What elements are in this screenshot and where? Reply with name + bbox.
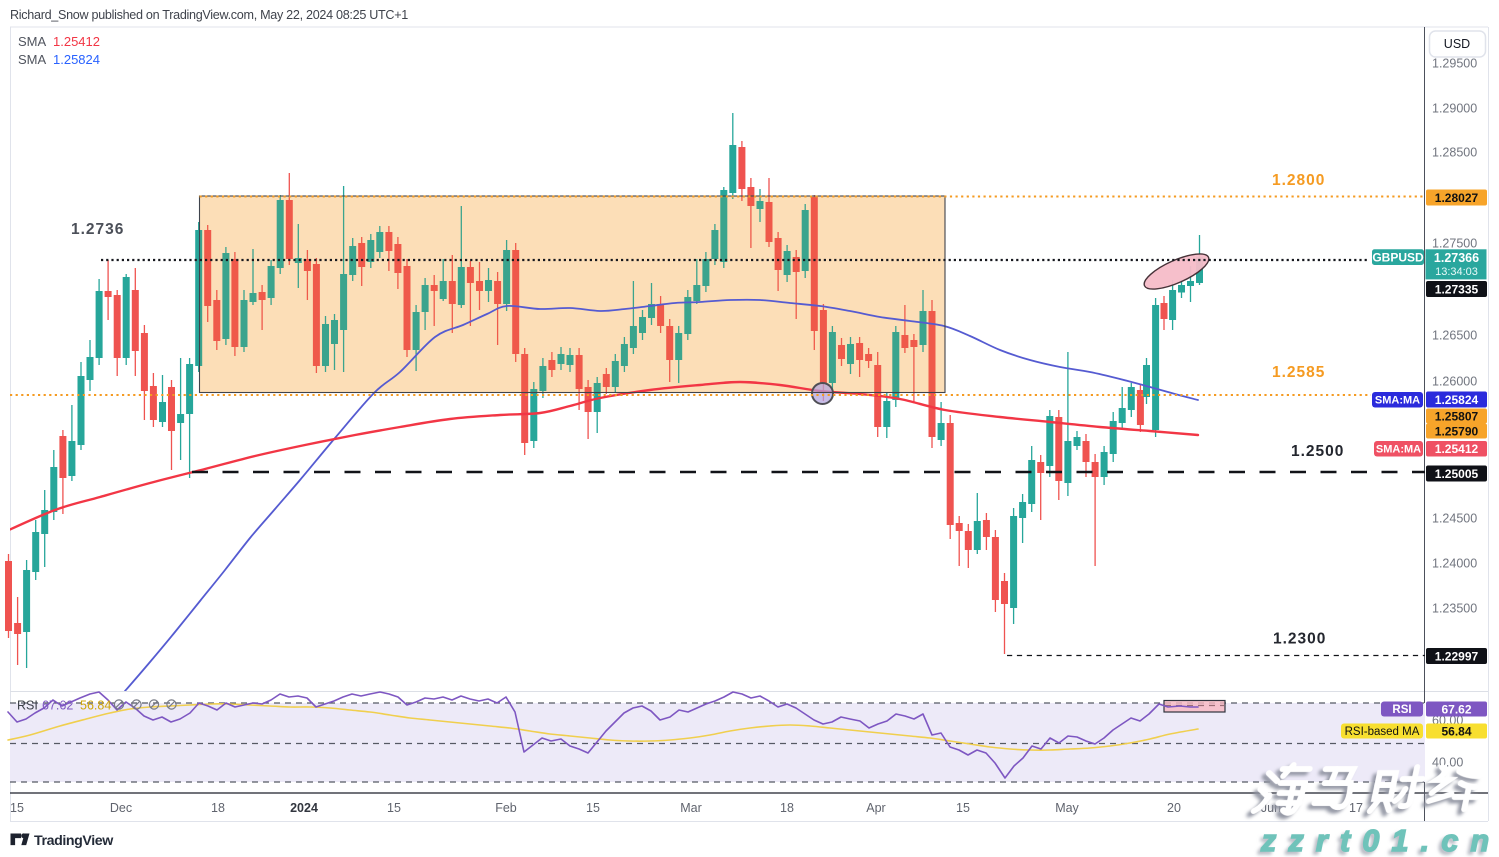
svg-text:1.2736: 1.2736 [71,221,124,238]
svg-text:SMA: SMA [18,34,47,49]
svg-text:1.28500: 1.28500 [1432,146,1477,160]
svg-text:SMA: SMA [18,52,47,67]
svg-text:1.25790: 1.25790 [1435,424,1479,438]
svg-text:RSI: RSI [1392,704,1411,716]
svg-text:18: 18 [211,801,225,815]
svg-text:1.25412: 1.25412 [53,34,100,49]
svg-text:1.2585: 1.2585 [1272,364,1325,381]
svg-text:15: 15 [586,801,600,815]
svg-text:15: 15 [956,801,970,815]
svg-text:67.62: 67.62 [42,699,73,713]
svg-text:1.27500: 1.27500 [1432,237,1477,251]
svg-text:1.25807: 1.25807 [1435,409,1479,423]
svg-text:1.25824: 1.25824 [53,52,100,67]
svg-text:1.29000: 1.29000 [1432,102,1477,116]
svg-text:1.2300: 1.2300 [1273,631,1326,648]
svg-text:1.26000: 1.26000 [1432,375,1477,389]
svg-text:1.27366: 1.27366 [1434,251,1479,265]
svg-text:Richard_Snow published on Trad: Richard_Snow published on TradingView.co… [10,8,408,22]
svg-text:SMA:MA: SMA:MA [1375,395,1420,407]
svg-text:Feb: Feb [495,801,517,815]
svg-text:18: 18 [780,801,794,815]
svg-text:1.25824: 1.25824 [1435,393,1479,407]
svg-text:2024: 2024 [290,801,318,815]
svg-text:56.84: 56.84 [1441,724,1471,738]
svg-text:GBPUSD: GBPUSD [1372,250,1424,264]
svg-text:1.2500: 1.2500 [1291,443,1344,460]
svg-text:1.2800: 1.2800 [1272,172,1325,189]
svg-text:1.25005: 1.25005 [1435,467,1479,481]
svg-text:1.25412: 1.25412 [1435,442,1479,456]
svg-text:1.23500: 1.23500 [1432,602,1477,616]
svg-text:1.22997: 1.22997 [1435,649,1479,663]
svg-text:TradingView: TradingView [34,833,114,849]
svg-text:zzrt01.cn: zzrt01.cn [1260,824,1499,857]
svg-text:RSI: RSI [17,699,38,713]
svg-text:1.28027: 1.28027 [1435,191,1479,205]
svg-text:1.29500: 1.29500 [1432,57,1477,71]
svg-text:15: 15 [10,801,24,815]
svg-text:67.62: 67.62 [1441,702,1471,716]
svg-text:13:34:03: 13:34:03 [1435,266,1478,278]
svg-text:15: 15 [387,801,401,815]
svg-text:Apr: Apr [866,801,885,815]
svg-text:1.27335: 1.27335 [1435,282,1479,296]
svg-text:56.84: 56.84 [80,699,111,713]
svg-text:May: May [1055,801,1079,815]
svg-text:17: 17 [1349,801,1363,815]
svg-text:RSI-based MA: RSI-based MA [1345,726,1420,738]
svg-text:Dec: Dec [110,801,132,815]
svg-text:20: 20 [1167,801,1181,815]
svg-text:1.26500: 1.26500 [1432,329,1477,343]
svg-text:Mar: Mar [680,801,702,815]
svg-text:USD: USD [1444,37,1470,51]
svg-text:1.24000: 1.24000 [1432,557,1477,571]
svg-text:1.24500: 1.24500 [1432,512,1477,526]
svg-text:SMA:MA: SMA:MA [1376,444,1421,456]
svg-text:40.00: 40.00 [1432,756,1463,770]
